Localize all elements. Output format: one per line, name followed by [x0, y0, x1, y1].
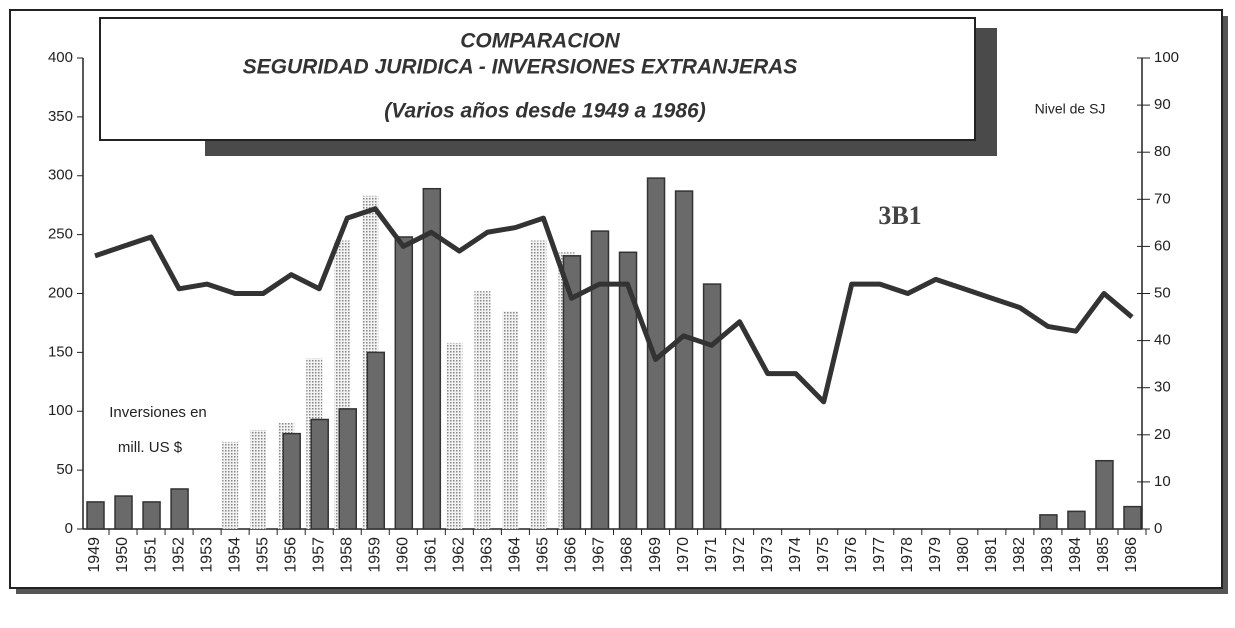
x-tick-label: 1966: [563, 537, 580, 573]
x-tick-label: 1950: [114, 537, 131, 573]
x-tick-label: 1949: [86, 537, 103, 573]
x-tick-label: 1964: [507, 537, 524, 573]
subtitle-2: (Varios años desde 1949 a 1986): [384, 100, 705, 123]
bar: [222, 441, 239, 529]
bar: [170, 488, 189, 530]
x-tick-label: 1975: [815, 537, 832, 573]
x-tick-label: 1970: [675, 537, 692, 573]
x-tick-label: 1955: [254, 537, 271, 573]
bar: [422, 187, 442, 530]
x-tick-label: 1956: [282, 537, 299, 573]
y-tick-label: 100: [48, 402, 73, 419]
x-tick-label: 1978: [899, 537, 916, 573]
bar: [250, 430, 267, 529]
y2-tick-label: 0: [1154, 520, 1162, 537]
x-tick-label: 1962: [451, 537, 468, 573]
y2-tick-label: 60: [1154, 237, 1171, 254]
x-tick-label: 1960: [395, 537, 412, 573]
x-tick-label: 1968: [619, 537, 636, 573]
x-tick-label: 1953: [198, 537, 215, 573]
x-tick-label: 1985: [1095, 537, 1112, 573]
y-tick-label: 400: [48, 49, 73, 66]
y-tick-label: 250: [48, 226, 73, 243]
x-tick-label: 1959: [366, 537, 383, 573]
y2-tick-label: 30: [1154, 379, 1171, 396]
x-tick-label: 1969: [647, 537, 664, 573]
x-tick-label: 1963: [479, 537, 496, 573]
bar: [394, 236, 414, 530]
x-tick-label: 1976: [843, 537, 860, 573]
annotation: 3B1: [878, 201, 921, 230]
bar: [502, 311, 519, 529]
bar: [338, 408, 357, 530]
bar: [702, 283, 722, 530]
bar: [562, 255, 582, 530]
x-tick-label: 1979: [927, 537, 944, 573]
title-box: [99, 17, 976, 141]
y2-label: Nivel de SJ: [1035, 101, 1106, 117]
x-tick-label: 1983: [1039, 537, 1056, 573]
y-tick-label: 300: [48, 167, 73, 184]
y-tick-label: 350: [48, 108, 73, 125]
sj-line: [94, 206, 1134, 405]
bar: [1095, 459, 1114, 530]
bar: [1039, 514, 1058, 530]
y2-tick-label: 80: [1154, 143, 1171, 160]
bar: [674, 190, 694, 530]
x-tick-label: 1977: [871, 537, 888, 573]
y2-tick-label: 10: [1154, 473, 1171, 490]
bar: [1123, 505, 1142, 530]
bar: [446, 342, 463, 529]
y-label: mill. US $: [118, 439, 183, 456]
bar: [1067, 510, 1086, 530]
bar: [618, 251, 638, 530]
bar: [590, 230, 610, 530]
y-tick-label: 50: [56, 461, 73, 478]
x-tick-label: 1972: [731, 537, 748, 573]
y2-tick-label: 50: [1154, 284, 1171, 301]
y2-tick-label: 100: [1154, 49, 1179, 66]
y2-tick-label: 40: [1154, 332, 1171, 349]
bar: [310, 418, 329, 530]
x-tick-label: 1957: [310, 537, 327, 573]
x-tick-label: 1967: [591, 537, 608, 573]
x-tick-label: 1965: [535, 537, 552, 573]
x-tick-label: 1980: [955, 537, 972, 573]
x-tick-label: 1954: [226, 537, 243, 573]
x-tick-label: 1986: [1123, 537, 1140, 573]
x-tick-label: 1981: [983, 537, 1000, 573]
bar: [86, 501, 105, 530]
x-tick-label: 1974: [787, 537, 804, 573]
x-tick-label: 1958: [338, 537, 355, 573]
y2-tick-label: 70: [1154, 190, 1171, 207]
y-label: Inversiones en: [109, 404, 207, 421]
y-tick-label: 150: [48, 343, 73, 360]
bar: [530, 240, 547, 529]
y-tick-label: 0: [65, 520, 73, 537]
y2-tick-label: 90: [1154, 96, 1171, 113]
x-tick-label: 1984: [1067, 537, 1084, 573]
bar: [114, 495, 133, 530]
bar: [474, 291, 491, 529]
title: COMPARACION: [460, 30, 620, 53]
x-tick-label: 1982: [1011, 537, 1028, 573]
bar: [282, 432, 301, 530]
x-tick-label: 1952: [170, 537, 187, 573]
bar: [366, 351, 386, 530]
subtitle: SEGURIDAD JURIDICA - INVERSIONES EXTRANJ…: [243, 56, 798, 79]
x-tick-label: 1971: [703, 537, 720, 573]
x-tick-label: 1973: [759, 537, 776, 573]
y-tick-label: 200: [48, 284, 73, 301]
y2-tick-label: 20: [1154, 426, 1171, 443]
bar: [142, 501, 161, 530]
x-tick-label: 1961: [423, 537, 440, 573]
x-tick-label: 1951: [142, 537, 159, 573]
